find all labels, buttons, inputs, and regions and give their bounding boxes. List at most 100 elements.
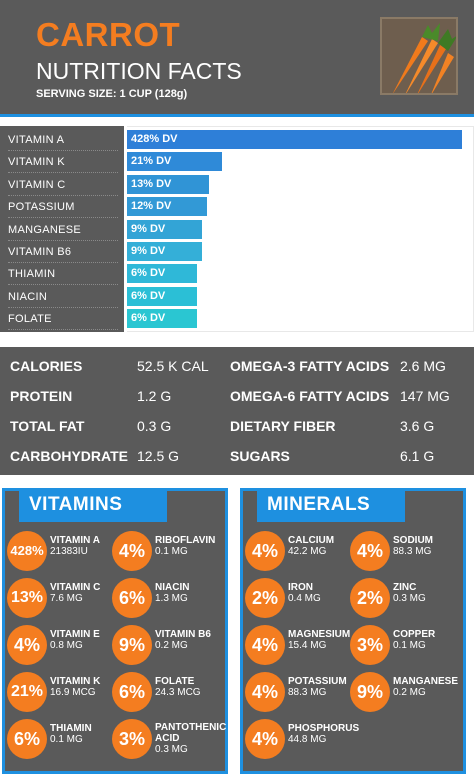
nutrient-name: VITAMIN C	[50, 582, 101, 593]
macro-label: OMEGA-3 FATTY ACIDS	[230, 358, 390, 374]
macro-value: 52.5 K CAL	[137, 358, 209, 374]
macro-label: SUGARS	[230, 448, 290, 464]
dv-bar: 6% DV	[127, 264, 197, 284]
minerals-panel: MINERALS 4% CALCIUM 42.2 MG 4% SODIUM 88.3 MG…	[240, 488, 466, 774]
macro-value: 6.1 G	[400, 448, 435, 464]
dv-row-label: MANGANESE	[8, 219, 118, 241]
vitamin-item: 428% VITAMIN A 21383IU	[7, 531, 119, 577]
macro-row: CARBOHYDRATE 12.5 G SUGARS 6.1 G	[0, 442, 474, 472]
percent-badge: 3%	[350, 625, 390, 665]
nutrient-amount: 0.2 MG	[155, 640, 188, 651]
serving-size: SERVING SIZE: 1 CUP (128g)	[36, 88, 188, 100]
dv-bar-label: 6% DV	[131, 289, 166, 302]
nutrient-name: THIAMIN	[50, 723, 92, 734]
percent-badge: 6%	[112, 672, 152, 712]
nutrient-amount: 0.4 MG	[288, 593, 321, 604]
macro-label: TOTAL FAT	[10, 418, 85, 434]
dv-bar: 12% DV	[127, 197, 207, 217]
percent-badge: 428%	[7, 531, 47, 571]
vitamins-panel: VITAMINS 428% VITAMIN A 21383IU 4% RIBOFLAVI…	[2, 488, 228, 774]
nutrient-name: RIBOFLAVIN	[155, 535, 216, 546]
nutrient-name: VITAMIN A	[50, 535, 100, 546]
percent-badge: 13%	[7, 578, 47, 618]
nutrient-name: SODIUM	[393, 535, 433, 546]
vitamin-item: 6% NIACIN 1.3 MG	[112, 578, 224, 624]
dv-label-column: VITAMIN A VITAMIN K VITAMIN C POTASSIUM MANG…	[0, 126, 124, 332]
vitamins-header: VITAMINS	[19, 488, 167, 522]
dv-row-label: VITAMIN B6	[8, 241, 118, 263]
nutrient-name: MAGNESIUM	[288, 629, 351, 640]
macro-row: CALORIES 52.5 K CAL OMEGA-3 FATTY ACIDS 2.6…	[0, 352, 474, 382]
dv-bar: 6% DV	[127, 286, 197, 306]
percent-badge: 4%	[7, 625, 47, 665]
page-subtitle: NUTRITION FACTS	[36, 58, 242, 84]
nutrient-amount: 42.2 MG	[288, 546, 327, 557]
nutrient-name-line2: ACID	[155, 733, 180, 744]
nutrient-amount: 0.1 MG	[155, 546, 188, 557]
macro-value: 1.2 G	[137, 388, 172, 404]
nutrient-name: COPPER	[393, 629, 436, 640]
nutrient-amount: 7.6 MG	[50, 593, 83, 604]
header: CARROT NUTRITION FACTS SERVING SIZE: 1 C…	[0, 0, 474, 114]
nutrient-amount: 1.3 MG	[155, 593, 188, 604]
nutrient-name-line1: PANTOTHENIC	[155, 722, 227, 733]
dv-bar-label: 21% DV	[131, 155, 172, 168]
mineral-item: 2% IRON 0.4 MG	[245, 578, 357, 624]
dv-bar-label: 9% DV	[131, 245, 166, 257]
percent-badge: 6%	[7, 719, 47, 759]
dv-bar: 428% DV	[127, 130, 462, 149]
mineral-item: 4% SODIUM 88.3 MG	[350, 531, 462, 577]
dv-bar: 9% DV	[127, 242, 202, 261]
dv-bar-label: 13% DV	[131, 177, 172, 190]
percent-badge: 4%	[350, 531, 390, 571]
mineral-item: 4% CALCIUM 42.2 MG	[245, 531, 357, 577]
mineral-item: 4% MAGNESIUM 15.4 MG	[245, 625, 357, 671]
dv-row-label: NIACIN	[8, 286, 118, 308]
macro-row: TOTAL FAT 0.3 G DIETARY FIBER 3.6 G	[0, 412, 474, 442]
percent-badge: 9%	[350, 672, 390, 712]
dv-bar-label: 9% DV	[131, 222, 166, 235]
nutrient-name: IRON	[288, 582, 313, 593]
macro-value: 12.5 G	[137, 448, 180, 464]
carrot-photo	[380, 17, 458, 95]
percent-badge: 4%	[245, 531, 285, 571]
dv-row-label: THIAMIN	[8, 263, 118, 286]
vitamin-item: 4% RIBOFLAVIN 0.1 MG	[112, 531, 224, 577]
percent-badge: 2%	[245, 578, 285, 618]
minerals-header: MINERALS	[257, 488, 405, 522]
macro-label: DIETARY FIBER	[230, 418, 336, 434]
nutrient-name: VITAMIN K	[50, 676, 101, 687]
vitamin-item: 21% VITAMIN K 16.9 MCG	[7, 672, 119, 718]
vitamin-item: 3% PANTOTHENIC ACID 0.3 MG	[112, 719, 226, 765]
percent-badge: 6%	[112, 578, 152, 618]
macro-row: PROTEIN 1.2 G OMEGA-6 FATTY ACIDS 147 MG	[0, 382, 474, 412]
nutrient-amount: 0.8 MG	[50, 640, 83, 651]
macro-label: PROTEIN	[10, 388, 73, 404]
nutrient-name: PANTOTHENIC ACID	[155, 722, 226, 744]
nutrient-name: CALCIUM	[288, 535, 335, 546]
percent-badge: 2%	[350, 578, 390, 618]
nutrient-amount: 88.3 MG	[393, 546, 432, 557]
dv-bar: 9% DV	[127, 219, 202, 239]
vitamin-item: 13% VITAMIN C 7.6 MG	[7, 578, 119, 624]
percent-badge: 4%	[245, 625, 285, 665]
macro-value: 3.6 G	[400, 418, 435, 434]
nutrient-name: VITAMIN B6	[155, 629, 211, 640]
nutrient-amount: 24.3 MCG	[155, 687, 201, 698]
nutrient-amount: 16.9 MCG	[50, 687, 96, 698]
page-title: CARROT	[36, 16, 181, 53]
nutrient-amount: 0.2 MG	[393, 687, 426, 698]
percent-badge: 21%	[7, 672, 47, 712]
macro-label: CARBOHYDRATE	[10, 448, 128, 464]
dv-bar-label: 6% DV	[131, 312, 166, 325]
nutrient-amount: 21383IU	[50, 546, 88, 557]
dv-bar-label: 6% DV	[131, 267, 166, 280]
nutrient-amount: 44.8 MG	[288, 734, 327, 745]
mineral-item: 3% COPPER 0.1 MG	[350, 625, 462, 671]
macro-value: 2.6 MG	[400, 358, 446, 374]
header-divider	[0, 114, 474, 117]
daily-value-chart: VITAMIN A VITAMIN K VITAMIN C POTASSIUM MANG…	[0, 126, 474, 332]
nutrient-amount: 0.1 MG	[50, 734, 83, 745]
percent-badge: 9%	[112, 625, 152, 665]
dv-row-label: POTASSIUM	[8, 196, 118, 219]
